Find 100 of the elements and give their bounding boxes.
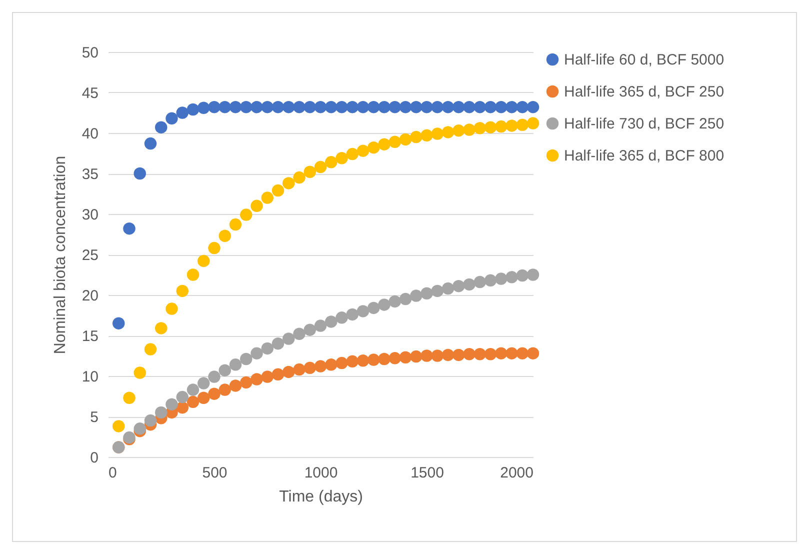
point — [442, 282, 454, 295]
y-tick-label: 15 — [82, 328, 98, 345]
point — [356, 100, 370, 114]
point — [463, 100, 476, 114]
point — [378, 298, 390, 311]
y-tick-label: 5 — [90, 409, 98, 426]
point — [378, 352, 390, 366]
point — [304, 166, 316, 178]
point — [442, 348, 454, 362]
point — [388, 136, 401, 148]
point — [399, 292, 412, 306]
point — [261, 370, 274, 383]
point — [240, 208, 252, 221]
y-tick-label: 30 — [82, 206, 98, 224]
point — [495, 347, 508, 360]
point — [112, 420, 125, 432]
legend-label: Half-life 365 d, BCF 250 — [564, 84, 724, 100]
legend-label: Half-life 730 d, BCF 250 — [564, 116, 724, 132]
point — [155, 322, 168, 334]
y-tick-label: 45 — [82, 85, 98, 102]
point — [218, 384, 231, 396]
point — [463, 278, 476, 291]
x-tick-label: 1000 — [304, 464, 338, 482]
point — [198, 254, 210, 268]
point — [272, 337, 284, 350]
point — [240, 352, 252, 366]
point — [463, 348, 476, 360]
point — [356, 305, 370, 318]
point — [123, 392, 136, 404]
point — [346, 355, 358, 368]
y-axis-title: Nominal biota concentration — [52, 156, 69, 354]
point — [388, 295, 401, 308]
point — [218, 230, 231, 242]
point — [368, 141, 380, 154]
point — [516, 100, 528, 114]
point — [356, 354, 370, 367]
y-tick-label: 40 — [82, 126, 98, 142]
x-axis-title: Time (days) — [279, 488, 363, 506]
point — [346, 100, 358, 114]
point — [325, 100, 338, 114]
point — [304, 324, 316, 336]
point — [452, 100, 465, 114]
point — [410, 130, 422, 144]
point — [506, 120, 518, 132]
point — [420, 287, 433, 300]
point — [399, 351, 412, 364]
point — [134, 422, 146, 435]
point — [208, 100, 220, 114]
point — [452, 280, 465, 292]
point — [431, 128, 444, 140]
point — [208, 370, 220, 383]
point — [336, 312, 348, 324]
point — [484, 348, 497, 360]
point — [420, 129, 433, 142]
point — [452, 124, 465, 137]
point — [229, 218, 242, 231]
point — [186, 103, 200, 116]
point — [474, 122, 486, 134]
point — [250, 200, 263, 212]
point — [186, 396, 200, 408]
point — [526, 268, 540, 281]
point — [208, 388, 220, 400]
point — [378, 138, 390, 150]
point — [368, 302, 380, 314]
point — [250, 347, 263, 360]
y-tick-label: 20 — [82, 288, 98, 304]
legend-label: Half-life 60 d, BCF 5000 — [564, 52, 724, 68]
point — [261, 100, 274, 114]
point — [261, 342, 274, 355]
point — [399, 100, 412, 114]
point — [144, 137, 157, 150]
point — [304, 362, 316, 374]
point — [240, 376, 252, 389]
point — [516, 118, 528, 132]
point — [293, 363, 306, 376]
x-tick-label: 2000 — [500, 464, 534, 482]
point — [420, 100, 433, 114]
point — [144, 414, 157, 427]
point — [186, 268, 200, 281]
point — [293, 100, 306, 114]
x-tick-label: 500 — [202, 464, 228, 482]
point — [346, 148, 358, 160]
point — [442, 126, 454, 138]
point — [176, 390, 188, 404]
point — [410, 100, 422, 114]
point — [155, 406, 168, 419]
point — [431, 100, 444, 114]
point — [198, 102, 210, 114]
point — [506, 347, 518, 360]
point — [378, 100, 390, 114]
point — [250, 373, 263, 386]
point — [282, 100, 295, 114]
point — [474, 100, 486, 114]
point — [388, 352, 401, 364]
point — [250, 100, 263, 114]
point — [336, 152, 348, 164]
point — [261, 192, 274, 204]
point — [208, 242, 220, 254]
point — [282, 332, 295, 345]
point — [166, 398, 178, 410]
